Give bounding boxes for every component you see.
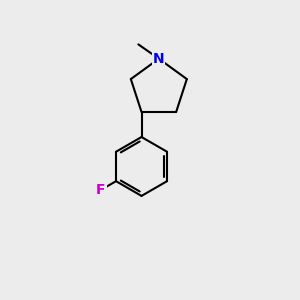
Text: N: N [153,52,165,66]
Text: F: F [96,183,106,197]
